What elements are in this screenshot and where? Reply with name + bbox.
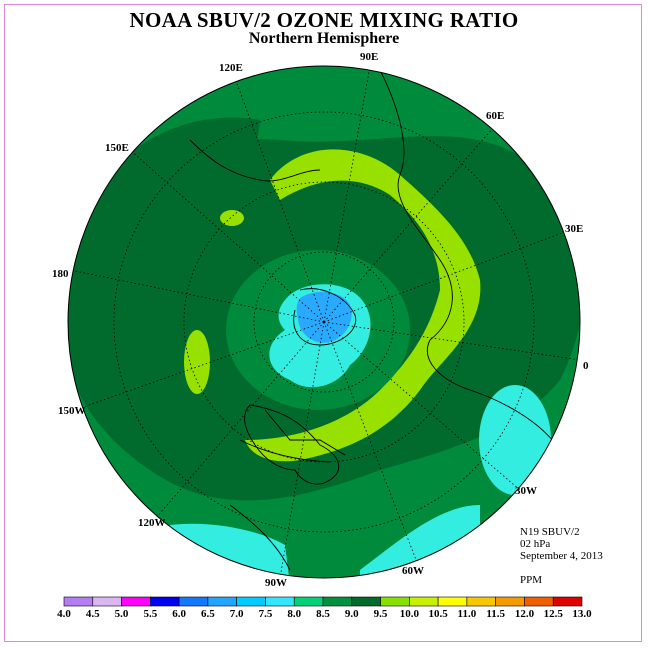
light-band xyxy=(245,149,481,462)
colorbar-swatch xyxy=(236,596,266,607)
colorbar-swatch xyxy=(178,596,209,607)
colorbar-swatch xyxy=(265,596,295,607)
map-title: NOAA SBUV/2 OZONE MIXING RATIO xyxy=(129,8,519,32)
map-border xyxy=(67,65,581,579)
pressure-level-label: 02 hPa xyxy=(520,538,551,550)
colorbar-swatch xyxy=(150,596,180,607)
light-blob-asia xyxy=(220,210,244,226)
meridian-30e: 30E xyxy=(565,223,584,235)
colorbar-tick-label: 5.5 xyxy=(143,608,158,620)
colorbar-swatch xyxy=(466,596,496,607)
units-label: PPM xyxy=(520,574,543,586)
colorbar-tick-label: 4.5 xyxy=(85,608,100,620)
colorbar-tick-label: 8.0 xyxy=(287,608,302,620)
meridian-0: 0 xyxy=(583,360,589,372)
colorbar-tick-label: 9.0 xyxy=(344,608,359,620)
meridian-60w: 60W xyxy=(402,565,424,577)
colorbar-tick-label: 6.0 xyxy=(172,608,186,620)
colorbar-swatch xyxy=(351,596,381,607)
meridian-90w: 90W xyxy=(265,577,287,589)
colorbar-tick-label: 12.5 xyxy=(543,608,563,620)
colorbar-tick-label: 12.0 xyxy=(514,608,535,620)
colorbar-tick-label: 11.5 xyxy=(486,608,505,620)
colorbar-tick-label: 10.5 xyxy=(428,608,448,620)
polar-blue xyxy=(296,291,352,343)
colorbar-tick-label: 6.5 xyxy=(201,608,215,620)
meridian-180: 180 xyxy=(52,268,69,280)
colorbar-tick-label: 10.0 xyxy=(399,608,419,620)
meridian-30w: 30W xyxy=(515,485,537,497)
colorbar-tick-label: 13.0 xyxy=(572,608,592,620)
colorbar-swatch xyxy=(552,596,583,607)
colorbar-tick-label: 9.5 xyxy=(373,608,388,620)
colorbar-tick-label: 8.5 xyxy=(316,608,330,620)
colorbar-swatch xyxy=(121,596,151,607)
colorbar-swatch xyxy=(322,596,353,607)
colorbar-swatch xyxy=(63,596,94,607)
meridian-120w: 120W xyxy=(138,517,166,529)
colorbar-swatch xyxy=(524,596,554,607)
meridian-120e: 120E xyxy=(219,62,243,74)
colorbar-swatch xyxy=(293,596,324,607)
colorbar-tick-label: 7.5 xyxy=(258,608,273,620)
colorbar-swatch xyxy=(207,596,237,607)
instrument-label: N19 SBUV/2 xyxy=(520,526,580,538)
meridian-150e: 150E xyxy=(105,142,129,154)
date-label: September 4, 2013 xyxy=(520,550,603,562)
colorbar-swatch xyxy=(380,596,410,607)
figure-frame xyxy=(4,4,642,642)
cyan-blob-east xyxy=(479,385,551,495)
colorbar-tick-label: 11.0 xyxy=(457,608,477,620)
colorbar-tick-label: 4.0 xyxy=(57,608,71,620)
colorbar-tick-label: 7.0 xyxy=(229,608,244,620)
light-blob-pacific xyxy=(184,330,210,394)
graticule xyxy=(69,66,580,578)
coastlines xyxy=(189,69,561,571)
colorbar-swatch xyxy=(92,596,122,607)
colorbar-tick-label: 5.0 xyxy=(114,608,129,620)
meridian-90e: 90E xyxy=(360,51,379,63)
colorbar-swatch xyxy=(495,596,525,607)
meridian-60e: 60E xyxy=(486,110,505,122)
colorbar-swatch xyxy=(437,596,468,607)
map-subtitle: Northern Hemisphere xyxy=(248,30,400,47)
meridian-150w: 150W xyxy=(58,405,86,417)
colorbar-swatch xyxy=(409,596,439,607)
map-fill xyxy=(68,66,580,578)
